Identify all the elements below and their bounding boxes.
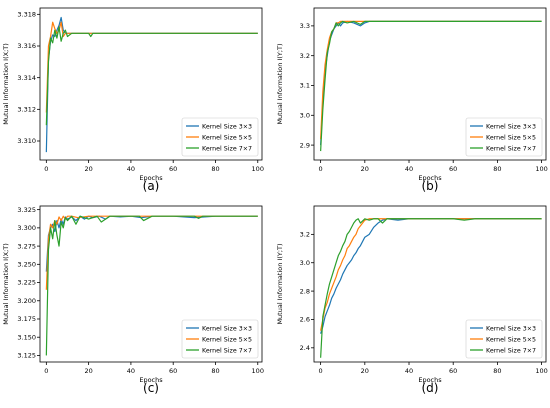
chart-0-y-tick-label-2: 3.314 [17, 74, 36, 82]
chart-2-x-tick-label-5: 100 [252, 367, 264, 375]
chart-2-series-0-line [45, 215, 258, 272]
chart-3-legend-label-2: Kernel Size 7×7 [486, 347, 536, 354]
chart-3-series-1-line [320, 218, 542, 331]
chart-1-y-axis-label: Mutual Information I(Y;T) [276, 43, 284, 124]
chart-0-legend-label-0: Kernel Size 3×3 [202, 123, 252, 130]
chart-3-x-tick-label-3: 60 [449, 367, 457, 375]
chart-2-panel-label: (c) [143, 381, 159, 395]
chart-1-panel: 0 20 40 60 80 100 2.9 3.0 3.1 3.2 3.3 Epochs Mutual … [276, 7, 548, 193]
chart-1-legend-label-0: Kernel Size 3×3 [486, 123, 536, 130]
chart-3-x-tick-label-5: 100 [535, 367, 547, 375]
chart-2-panel: 0 20 40 60 80 100 3.125 3.150 3.175 3.200 3.225 3.2… [2, 205, 264, 395]
chart-1-legend-label-1: Kernel Size 5×5 [486, 134, 536, 141]
chart-2-x-axis-label: Epochs [139, 376, 163, 384]
chart-1-y-tick-label-3: 3.2 [300, 52, 310, 60]
chart-0-x-tick-label-0: 0 [44, 165, 48, 173]
chart-2-plot-frame [39, 205, 263, 363]
chart-0-y-tick-label-1: 3.312 [17, 106, 36, 114]
chart-0-series-2-line [45, 26, 258, 126]
chart-2-legend-label-0: Kernel Size 3×3 [202, 325, 252, 332]
chart-1-x-axis-label: Epochs [418, 174, 442, 182]
chart-1-series-2-line [320, 20, 542, 152]
chart-1-legend-box [465, 117, 543, 157]
chart-0-plot-frame [39, 7, 263, 161]
chart-2-y-tick-label-4: 3.225 [17, 279, 36, 287]
chart-3-y-axis-label: Mutual Information I(Y;T) [276, 243, 284, 324]
chart-3-y-tick-label-4: 3.2 [300, 231, 310, 239]
chart-3-x-tick-label-1: 20 [361, 367, 369, 375]
chart-1-y-tick-label-0: 2.9 [300, 141, 310, 149]
chart-0-x-tick-label-2: 40 [127, 165, 135, 173]
chart-0-x-tick-label-1: 20 [84, 165, 92, 173]
chart-3-y-tick-label-2: 2.8 [300, 287, 310, 295]
chart-1-x-tick-label-0: 0 [319, 165, 323, 173]
chart-2-series-1-line [45, 215, 258, 290]
chart-2-y-tick-label-6: 3.275 [17, 242, 36, 250]
chart-2-x-tick-label-1: 20 [84, 367, 92, 375]
chart-2-y-tick-label-3: 3.200 [17, 297, 36, 305]
chart-3-series-0-line [320, 218, 542, 334]
chart-2-x-tick-label-0: 0 [44, 367, 48, 375]
chart-1-y-tick-label-4: 3.3 [300, 22, 310, 30]
chart-0-legend-label-2: Kernel Size 7×7 [202, 145, 252, 152]
chart-2-y-tick-label-1: 3.150 [17, 333, 36, 341]
chart-3-x-tick-label-0: 0 [319, 367, 323, 375]
chart-1-x-tick-label-4: 80 [493, 165, 501, 173]
chart-0-series-1-line [45, 21, 258, 113]
chart-2-legend-label-1: Kernel Size 5×5 [202, 336, 252, 343]
chart-2-y-axis-label: Mutual Information I(X;T) [2, 243, 10, 325]
chart-3-plot-frame [313, 205, 547, 363]
chart-0-y-tick-label-3: 3.316 [17, 42, 36, 50]
chart-0-x-tick-label-4: 80 [211, 165, 219, 173]
chart-3-panel-label: (d) [422, 381, 439, 395]
chart-3-x-tick-label-4: 80 [493, 367, 501, 375]
chart-0-legend-label-1: Kernel Size 5×5 [202, 134, 252, 141]
chart-0-x-axis-label: Epochs [139, 174, 163, 182]
chart-2-y-tick-label-2: 3.175 [17, 315, 36, 323]
chart-3-legend-label-0: Kernel Size 3×3 [486, 325, 536, 332]
chart-1-plot-frame [313, 7, 547, 161]
chart-1-x-tick-label-2: 40 [405, 165, 413, 173]
chart-0-panel: 0 20 40 60 80 100 3.310 3.312 3.314 3.316 3.318 Epo… [2, 7, 264, 193]
chart-0-x-tick-label-3: 60 [169, 165, 177, 173]
chart-2-legend-box [181, 319, 259, 359]
chart-3-x-axis-label: Epochs [418, 376, 442, 384]
chart-2-x-tick-label-2: 40 [127, 367, 135, 375]
chart-3-y-tick-label-1: 2.6 [300, 316, 310, 324]
chart-3-y-tick-label-0: 2.4 [300, 344, 310, 352]
chart-2-x-tick-label-4: 80 [211, 367, 219, 375]
chart-2-legend-label-2: Kernel Size 7×7 [202, 347, 252, 354]
chart-3-panel: 0 20 40 60 80 100 2.4 2.6 2.8 3.0 3.2 Epochs Mutual … [276, 205, 548, 395]
chart-2-y-tick-label-7: 3.300 [17, 224, 36, 232]
chart-1-x-tick-label-1: 20 [361, 165, 369, 173]
chart-3-legend-box [465, 319, 543, 359]
chart-2-series-2-line [45, 215, 258, 356]
chart-3-series-2-line [320, 218, 542, 358]
chart-3-y-tick-label-3: 3.0 [300, 259, 310, 267]
chart-0-y-tick-label-0: 3.310 [17, 137, 36, 145]
chart-1-y-tick-label-1: 3.0 [300, 111, 310, 119]
chart-1-y-tick-label-2: 3.1 [300, 82, 310, 90]
chart-2-y-tick-label-5: 3.250 [17, 261, 36, 269]
chart-2-y-tick-label-8: 3.325 [17, 206, 36, 214]
chart-0-y-tick-label-4: 3.318 [17, 11, 36, 19]
chart-0-panel-label: (a) [143, 179, 160, 193]
chart-3-x-tick-label-2: 40 [405, 367, 413, 375]
chart-1-legend-label-2: Kernel Size 7×7 [486, 145, 536, 152]
chart-2-x-tick-label-3: 60 [169, 367, 177, 375]
chart-0-y-axis-label: Mutual Information I(X;T) [2, 43, 10, 125]
chart-0-x-tick-label-5: 100 [252, 165, 264, 173]
chart-1-x-tick-label-5: 100 [535, 165, 547, 173]
chart-0-legend-box [181, 117, 259, 157]
chart-2-y-tick-label-0: 3.125 [17, 352, 36, 360]
chart-1-x-tick-label-3: 60 [449, 165, 457, 173]
chart-1-panel-label: (b) [422, 179, 439, 193]
chart-3-legend-label-1: Kernel Size 5×5 [486, 336, 536, 343]
